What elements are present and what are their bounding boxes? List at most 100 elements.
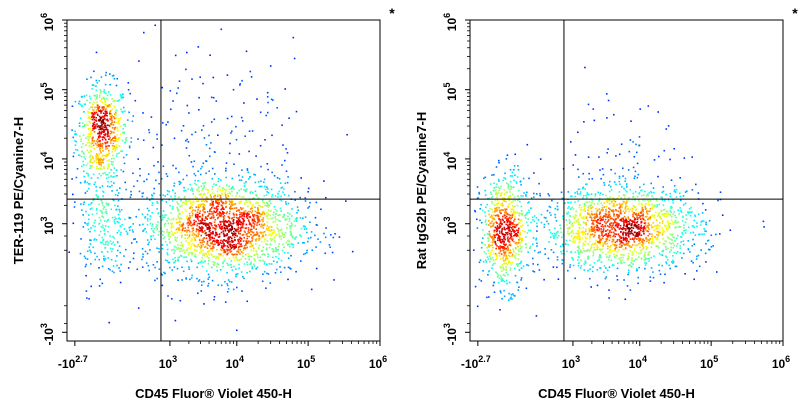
data-point xyxy=(109,172,111,174)
data-point xyxy=(104,100,106,102)
data-point xyxy=(638,240,640,242)
data-point xyxy=(190,259,192,261)
data-point xyxy=(587,210,589,212)
data-point xyxy=(180,200,182,202)
data-point xyxy=(550,236,552,238)
data-point xyxy=(156,278,158,280)
data-point xyxy=(202,203,204,205)
data-point xyxy=(232,245,234,247)
data-point xyxy=(653,192,655,194)
data-point xyxy=(334,233,336,235)
data-point xyxy=(701,221,703,223)
data-point xyxy=(607,246,609,248)
data-point xyxy=(220,228,222,230)
data-point xyxy=(74,133,76,135)
data-point xyxy=(147,214,149,216)
data-point xyxy=(100,162,102,164)
data-point xyxy=(243,249,245,251)
data-point xyxy=(242,225,244,227)
data-point xyxy=(280,196,282,198)
data-point xyxy=(157,161,159,163)
data-point xyxy=(664,150,666,152)
data-point xyxy=(703,220,705,222)
data-point xyxy=(279,236,281,238)
data-point xyxy=(176,237,178,239)
data-point xyxy=(624,197,626,199)
data-point xyxy=(238,248,240,250)
data-point xyxy=(518,236,520,238)
data-point xyxy=(625,218,627,220)
data-point xyxy=(181,279,183,281)
data-point xyxy=(246,233,248,235)
data-point xyxy=(120,234,122,236)
data-point xyxy=(225,225,227,227)
data-point xyxy=(574,242,576,244)
data-point xyxy=(86,95,88,97)
data-point xyxy=(508,255,510,257)
data-point xyxy=(97,177,99,179)
data-point xyxy=(583,195,585,197)
data-point xyxy=(81,209,83,211)
data-point xyxy=(209,226,211,228)
data-point xyxy=(591,211,593,213)
data-point xyxy=(224,260,226,262)
data-point xyxy=(604,184,606,186)
data-point xyxy=(592,255,594,257)
data-point xyxy=(633,253,635,255)
data-point xyxy=(226,211,228,213)
data-point xyxy=(654,205,656,207)
data-point xyxy=(680,236,682,238)
data-point xyxy=(271,189,273,191)
data-point xyxy=(216,240,218,242)
data-point xyxy=(88,214,90,216)
data-point xyxy=(114,118,116,120)
data-point xyxy=(94,222,96,224)
data-point xyxy=(185,256,187,258)
data-point xyxy=(240,228,242,230)
data-point xyxy=(171,249,173,251)
data-point xyxy=(581,207,583,209)
data-point xyxy=(82,161,84,163)
data-point xyxy=(557,209,559,211)
data-point xyxy=(74,206,76,208)
data-point xyxy=(255,234,257,236)
data-point xyxy=(112,155,114,157)
data-point xyxy=(129,217,131,219)
data-point xyxy=(151,225,153,227)
data-point xyxy=(333,237,335,239)
data-point xyxy=(153,188,155,190)
data-point xyxy=(248,227,250,229)
data-point xyxy=(100,175,102,177)
data-point xyxy=(530,246,532,248)
data-point xyxy=(193,236,195,238)
data-point xyxy=(506,158,508,160)
data-point xyxy=(115,140,117,142)
data-point xyxy=(108,322,110,324)
data-point xyxy=(164,217,166,219)
data-point xyxy=(221,245,223,247)
data-point xyxy=(213,264,215,266)
data-point xyxy=(209,209,211,211)
data-point xyxy=(113,172,115,174)
data-point xyxy=(618,211,620,213)
data-point xyxy=(241,238,243,240)
data-point xyxy=(646,195,648,197)
data-point xyxy=(588,258,590,260)
data-point xyxy=(498,207,500,209)
data-point xyxy=(267,102,269,104)
data-point xyxy=(217,270,219,272)
data-point xyxy=(96,146,98,148)
data-point xyxy=(614,248,616,250)
data-point xyxy=(519,201,521,203)
data-point xyxy=(188,112,190,114)
data-point xyxy=(659,222,661,224)
data-point xyxy=(117,134,119,136)
data-point xyxy=(504,255,506,257)
data-point xyxy=(526,222,528,224)
data-point xyxy=(248,151,250,153)
data-point xyxy=(194,250,196,252)
data-point xyxy=(607,202,609,204)
data-point xyxy=(170,212,172,214)
data-point xyxy=(245,228,247,230)
data-point xyxy=(685,222,687,224)
